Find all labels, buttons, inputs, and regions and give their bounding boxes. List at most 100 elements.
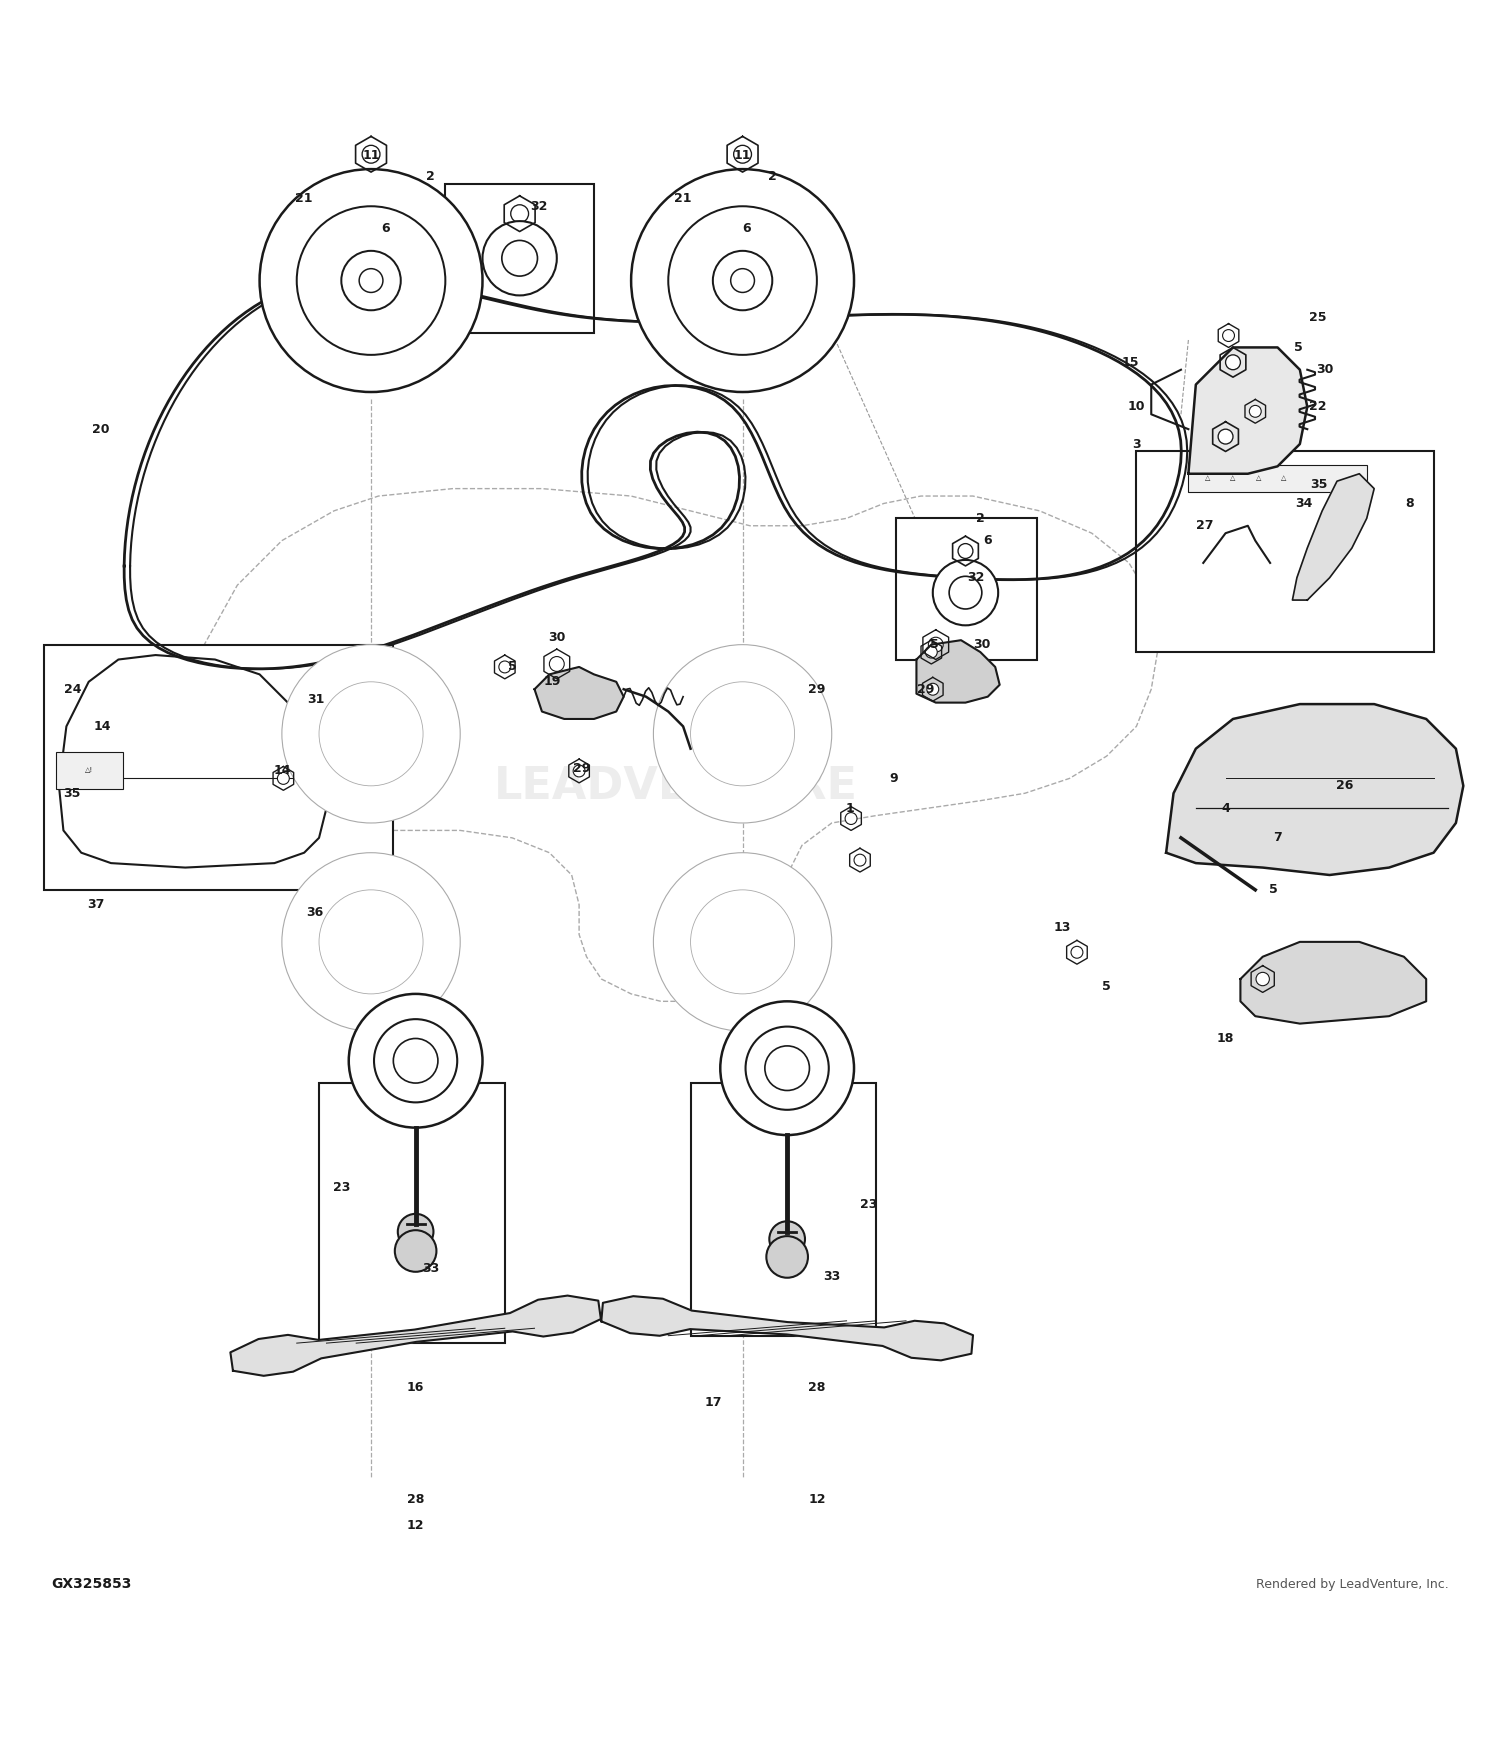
Bar [690, 1083, 876, 1335]
Text: 9: 9 [890, 772, 898, 786]
Circle shape [927, 682, 939, 695]
Text: 18: 18 [1216, 1032, 1234, 1045]
Circle shape [549, 656, 564, 672]
Text: 8: 8 [1406, 497, 1414, 509]
Text: △: △ [1281, 476, 1286, 481]
Text: 28: 28 [406, 1493, 424, 1505]
Text: 37: 37 [87, 898, 105, 912]
Bar [1137, 452, 1434, 653]
Text: 35: 35 [63, 788, 81, 800]
Text: 19: 19 [543, 676, 561, 688]
Text: 12: 12 [406, 1519, 424, 1533]
Bar [1188, 466, 1366, 492]
Text: 11: 11 [363, 149, 380, 163]
Text: 11: 11 [734, 149, 752, 163]
Text: 26: 26 [1336, 779, 1353, 793]
Text: △: △ [1204, 476, 1210, 481]
Circle shape [282, 852, 460, 1031]
Text: 5: 5 [509, 660, 516, 674]
Text: GX325853: GX325853 [51, 1577, 132, 1591]
Circle shape [398, 1214, 433, 1250]
Circle shape [844, 812, 856, 824]
Text: 5: 5 [1294, 341, 1302, 354]
Circle shape [573, 765, 585, 777]
Bar [44, 644, 393, 889]
Text: 12: 12 [808, 1493, 825, 1505]
Circle shape [632, 170, 854, 392]
Circle shape [730, 270, 754, 292]
Polygon shape [1166, 704, 1464, 875]
Text: 30: 30 [974, 639, 990, 651]
Bar [446, 184, 594, 332]
Circle shape [393, 1038, 438, 1083]
Text: 3: 3 [1132, 438, 1140, 450]
Circle shape [1250, 406, 1262, 416]
Circle shape [950, 576, 982, 609]
Text: 15: 15 [1122, 355, 1138, 369]
Circle shape [720, 1001, 854, 1136]
Text: 1: 1 [844, 802, 853, 814]
Bar [56, 752, 123, 789]
Text: △: △ [1256, 476, 1262, 481]
Text: 20: 20 [92, 424, 110, 436]
Circle shape [926, 646, 938, 658]
Circle shape [278, 772, 290, 784]
Circle shape [853, 854, 865, 866]
Text: 24: 24 [63, 682, 81, 696]
Bar [896, 518, 1036, 660]
Circle shape [320, 682, 423, 786]
Circle shape [483, 220, 556, 296]
Polygon shape [1240, 942, 1426, 1024]
Circle shape [297, 206, 446, 355]
Circle shape [1218, 429, 1233, 444]
Text: 6: 6 [984, 534, 992, 548]
Text: 35: 35 [1311, 478, 1328, 490]
Circle shape [928, 637, 944, 653]
Text: 33: 33 [422, 1262, 440, 1276]
Circle shape [500, 662, 510, 674]
Circle shape [503, 240, 537, 276]
Circle shape [282, 644, 460, 822]
Circle shape [770, 1222, 806, 1256]
Text: 5: 5 [1269, 884, 1278, 896]
Text: Rendered by LeadVenture, Inc.: Rendered by LeadVenture, Inc. [1256, 1578, 1449, 1591]
Text: 29: 29 [916, 682, 934, 696]
Circle shape [362, 145, 380, 163]
Text: 4: 4 [1221, 802, 1230, 814]
Text: 36: 36 [306, 906, 322, 919]
Text: △: △ [1230, 476, 1236, 481]
Circle shape [654, 852, 831, 1031]
Circle shape [320, 889, 423, 994]
Polygon shape [1293, 474, 1374, 600]
Circle shape [669, 206, 818, 355]
Circle shape [510, 205, 528, 222]
Circle shape [1222, 329, 1234, 341]
Circle shape [350, 994, 483, 1127]
Text: 25: 25 [1310, 312, 1326, 324]
Text: LEADVENTURE: LEADVENTURE [494, 765, 858, 807]
Text: 14: 14 [273, 765, 291, 777]
Polygon shape [534, 667, 624, 719]
Text: 6: 6 [742, 222, 752, 234]
Text: 5: 5 [930, 639, 939, 651]
Text: 31: 31 [308, 693, 324, 707]
Text: 14: 14 [93, 719, 111, 733]
Circle shape [1256, 973, 1269, 985]
Polygon shape [916, 640, 999, 702]
Text: △!: △! [84, 766, 93, 772]
Circle shape [712, 250, 772, 310]
Circle shape [1226, 355, 1240, 369]
Circle shape [766, 1236, 808, 1278]
Text: 33: 33 [824, 1270, 840, 1283]
Text: 28: 28 [808, 1381, 825, 1395]
Text: 2: 2 [426, 170, 435, 184]
Text: 30: 30 [548, 630, 566, 644]
Text: 23: 23 [333, 1181, 350, 1194]
Text: 32: 32 [531, 200, 548, 214]
Circle shape [690, 889, 795, 994]
Text: 2: 2 [768, 170, 777, 184]
Bar [320, 1083, 506, 1344]
Polygon shape [602, 1297, 974, 1360]
Polygon shape [1188, 348, 1308, 474]
Text: 29: 29 [808, 682, 825, 696]
